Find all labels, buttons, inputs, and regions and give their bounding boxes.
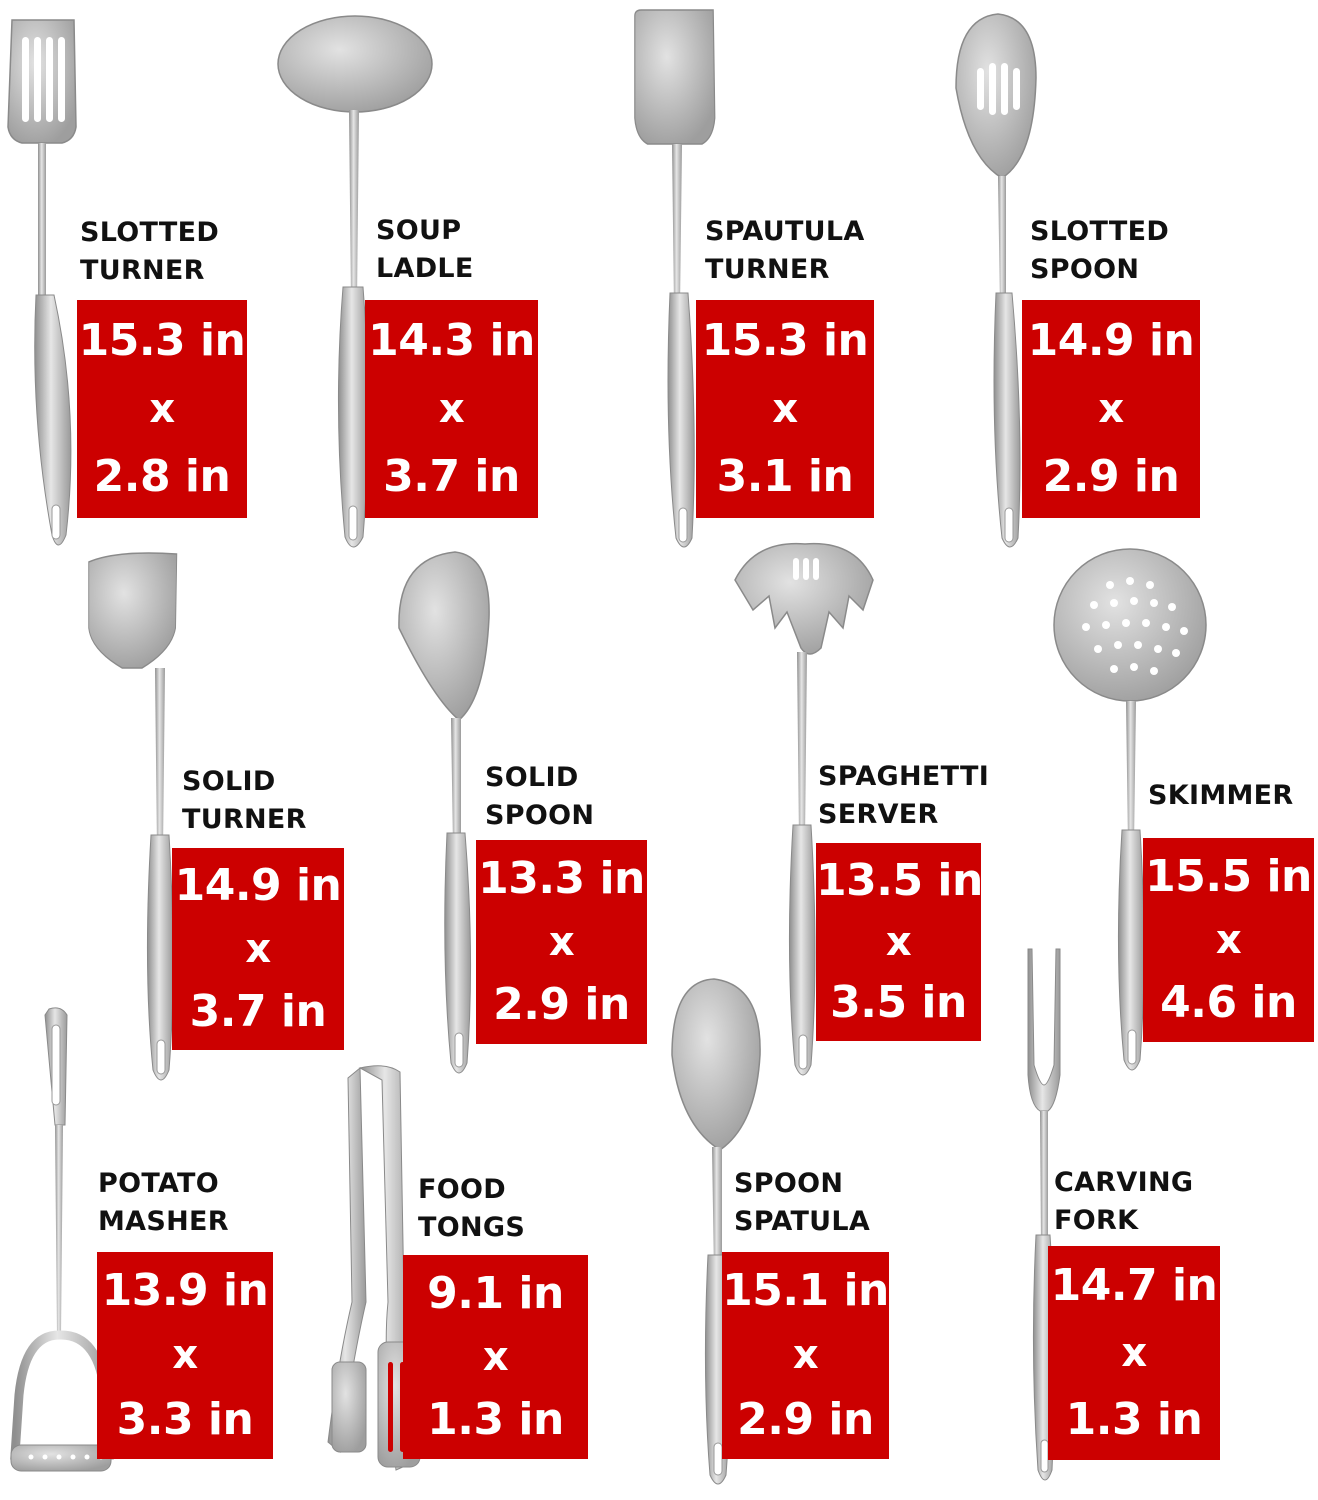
by-symbol: x (172, 1332, 198, 1379)
length-value: 15.3 in (78, 315, 246, 366)
by-symbol: x (1215, 916, 1242, 963)
by-symbol: x (792, 1332, 819, 1379)
dimension-badge: 9.1 in x 1.3 in (403, 1255, 588, 1459)
length-value: 15.1 in (722, 1265, 889, 1317)
name-line-1: SLOTTED (1030, 216, 1170, 247)
spatula-turner-icon (634, 9, 716, 548)
slotted-turner-icon (7, 19, 77, 546)
width-value: 2.9 in (493, 979, 630, 1031)
name-line-2: SPOON (1030, 254, 1140, 285)
by-symbol: x (772, 386, 798, 432)
name-line-1: SPOON (734, 1168, 844, 1199)
dimension-badge: 14.3 in x 3.7 in (365, 300, 538, 518)
by-symbol: x (548, 918, 575, 965)
name-line-2: MASHER (98, 1206, 229, 1237)
utensil-name: POTATO MASHER (98, 1165, 229, 1241)
dimension-badge: 15.5 in x 4.6 in (1143, 838, 1314, 1042)
utensil-name: SPAGHETTI SERVER (818, 758, 989, 834)
width-value: 3.1 in (716, 451, 854, 502)
name-line-1: SPAUTULA (705, 216, 865, 247)
utensil-name: SPAUTULA TURNER (705, 213, 865, 289)
utensil-name: SPOON SPATULA (734, 1165, 870, 1241)
width-value: 3.5 in (830, 977, 967, 1029)
by-symbol: x (482, 1333, 509, 1380)
name-line-1: POTATO (98, 1168, 220, 1199)
by-symbol: x (1098, 386, 1124, 432)
length-value: 14.9 in (174, 860, 342, 912)
length-value: 14.3 in (368, 315, 535, 366)
by-symbol: x (438, 386, 465, 432)
length-value: 13.3 in (478, 852, 645, 904)
by-symbol: x (1121, 1329, 1147, 1376)
name-line-2: TONGS (418, 1212, 526, 1243)
name-line-2: SPOON (485, 800, 595, 831)
solid-spoon-icon (398, 551, 490, 1074)
width-value: 4.6 in (1160, 977, 1297, 1029)
name-line-2: TURNER (182, 804, 307, 835)
name-line-1: FOOD (418, 1174, 506, 1205)
utensil-name: SKIMMER (1148, 777, 1294, 815)
name-line-2: TURNER (705, 254, 830, 285)
by-symbol: x (885, 918, 912, 965)
width-value: 3.7 in (383, 451, 520, 502)
utensil-name: SOUP LADLE (376, 212, 474, 288)
utensil-name: SOLID TURNER (182, 763, 307, 839)
length-value: 13.5 in (816, 854, 983, 906)
by-symbol: x (245, 925, 271, 972)
length-value: 14.9 in (1027, 315, 1195, 366)
name-line-2: SPATULA (734, 1206, 871, 1237)
utensil-name: CARVING FORK (1054, 1164, 1193, 1240)
length-value: 15.3 in (701, 315, 869, 366)
dimension-badge: 13.3 in x 2.9 in (476, 840, 647, 1044)
utensil-name: FOOD TONGS (418, 1171, 525, 1247)
width-value: 3.7 in (189, 985, 327, 1037)
skimmer-icon (1053, 548, 1207, 1071)
utensil-name: SLOTTED TURNER (80, 214, 219, 290)
dimension-badge: 15.3 in x 3.1 in (696, 300, 874, 518)
by-symbol: x (149, 386, 175, 432)
utensil-name: SOLID SPOON (485, 759, 594, 835)
length-value: 15.5 in (1145, 850, 1312, 902)
spaghetti-server-icon (734, 542, 874, 1076)
name-line-1: SOLID (485, 762, 579, 793)
name-line-2: FORK (1054, 1205, 1139, 1236)
length-value: 13.9 in (101, 1265, 269, 1317)
dimension-badge: 14.9 in x 3.7 in (172, 848, 344, 1050)
dimension-badge: 14.7 in x 1.3 in (1048, 1246, 1220, 1460)
dimension-badge: 14.9 in x 2.9 in (1022, 300, 1200, 518)
width-value: 1.3 in (427, 1394, 564, 1446)
name-line-1: SKIMMER (1148, 780, 1294, 811)
slotted-spoon-icon (955, 13, 1037, 548)
name-line-2: TURNER (80, 255, 205, 286)
name-line-2: LADLE (376, 253, 474, 284)
width-value: 2.9 in (1042, 451, 1180, 502)
soup-ladle-icon (277, 15, 433, 548)
solid-turner-icon (88, 552, 178, 1081)
utensil-name: SLOTTED SPOON (1030, 213, 1169, 289)
length-value: 14.7 in (1050, 1260, 1218, 1312)
dimension-badge: 13.9 in x 3.3 in (97, 1252, 273, 1459)
name-line-1: SPAGHETTI (818, 761, 990, 792)
length-value: 9.1 in (427, 1267, 564, 1319)
name-line-1: SLOTTED (80, 217, 220, 248)
dimension-badge: 13.5 in x 3.5 in (816, 843, 983, 1041)
name-line-1: CARVING (1054, 1167, 1194, 1198)
width-value: 1.3 in (1065, 1393, 1203, 1445)
dimension-badge: 15.3 in x 2.8 in (77, 300, 247, 518)
name-line-1: SOUP (376, 215, 462, 246)
width-value: 2.8 in (93, 451, 231, 502)
name-line-1: SOLID (182, 766, 276, 797)
dimension-badge: 15.1 in x 2.9 in (722, 1252, 889, 1459)
width-value: 2.9 in (737, 1393, 874, 1445)
width-value: 3.3 in (116, 1393, 254, 1445)
name-line-2: SERVER (818, 799, 939, 830)
